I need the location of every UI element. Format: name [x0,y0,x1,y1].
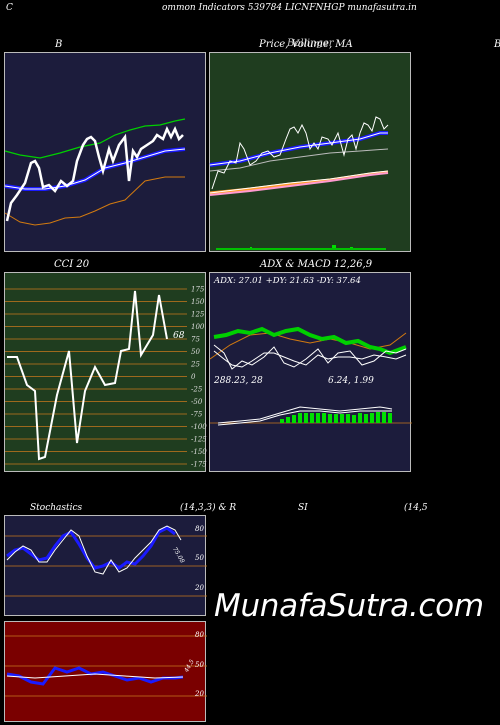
adx-white-a [213,344,407,370]
price-series [211,116,389,190]
cci-title: CCI 20 [54,259,90,270]
bollinger-chart [4,52,206,252]
price-volume-bars [216,245,386,250]
bollinger-title: B [55,39,63,50]
price-plot [209,116,389,250]
rsi-chart: 44.5 80 50 20 [4,621,207,722]
macd-signal [217,410,392,426]
cci-tick-label: 100 [191,323,205,331]
price-ma-grey [209,148,389,172]
macd-readout-right: 6.24, 1.99 [328,376,374,386]
macd-histogram [280,412,392,423]
macd-line [217,406,393,424]
cci-value: 68 [173,331,185,341]
rsi-params: (14,5 [404,503,428,513]
cci-tick-label: -50 [191,398,203,406]
cci-tick-label: 25 [190,361,200,369]
cci-tick-label: 150 [191,298,205,306]
rsi-title: SI [298,503,308,513]
stochastics-tick-20: 20 [195,584,204,592]
cci-tick-label: 50 [191,348,200,356]
cci-tick-label: -125 [191,436,207,444]
rsi-tick-80: 80 [195,631,204,639]
watermark: MunafaSutra.com [214,588,484,624]
header-title: ommon Indicators 539784 LICNFNHGP munafa… [162,3,417,13]
adx-white-b [213,350,407,368]
stochastics-d [6,525,182,575]
cci-tick-label: 175 [191,286,205,294]
header-left-letter: C [6,3,13,13]
price-lower-pink [209,172,389,196]
bollinger-plot [4,118,186,226]
rsi-blue [6,666,184,686]
stochastics-plot [5,525,207,597]
cci-tick-label: 125 [191,311,205,319]
cci-tick-label: -100 [191,423,207,431]
cci-tick-label: -25 [191,386,203,394]
price-overlay-title: Bollinger [287,38,334,49]
cci-tick-label: -175 [191,461,207,469]
adx-readout: ADX: 27.01 +DY: 21.63 -DY: 37.64 [214,276,361,286]
cci-gridlines [5,288,187,465]
stochastics-chart: 75.08 80 50 20 [4,515,207,616]
macd-readout-left: 288.23, 28 [214,376,263,386]
price-lower-white [209,170,389,194]
adx-plot [209,326,412,426]
stochastics-tick-50: 50 [195,554,204,562]
cci-line [7,290,168,461]
bollinger-middle-band [4,147,186,191]
bollinger-price [5,125,184,222]
stochastics-title: Stochastics [30,503,83,513]
rsi-tick-20: 20 [195,690,204,698]
adx-macd-title: ADX & MACD 12,26,9 [260,259,373,270]
stochastics-tick-80: 80 [195,525,204,533]
adx-green [213,326,407,356]
rsi-plot [5,635,207,697]
adx-macd-chart: ADX: 27.01 +DY: 21.63 -DY: 37.64 288.23,… [209,272,412,472]
stochastics-k [6,526,176,570]
bollinger-right-mark: B [494,39,500,50]
cci-tick-labels: 175 150 125 100 75 50 25 0 -25 -50 -75 -100 -125 -150… [190,286,207,469]
bollinger-middle-band-white [4,148,186,190]
cci-tick-label: 75 [191,336,200,344]
rsi-white [6,673,184,679]
price-title: Price, Volume, MA [259,39,353,50]
price-chart [209,52,411,252]
cci-tick-label: -150 [191,448,207,456]
bollinger-lower-band [4,176,185,226]
cci-chart: 175 150 125 100 75 50 25 0 -25 -50 -75 -100 -125 -150… [4,272,207,472]
cci-plot: 175 150 125 100 75 50 25 0 -25 -50 -75 -100 -125 -150… [5,286,207,469]
cci-tick-label: 0 [191,373,196,381]
stochastics-params: (14,3,3) & R [180,503,237,513]
rsi-tick-50: 50 [195,661,204,669]
cci-tick-label: -75 [191,411,203,419]
bollinger-upper-band [4,118,186,159]
